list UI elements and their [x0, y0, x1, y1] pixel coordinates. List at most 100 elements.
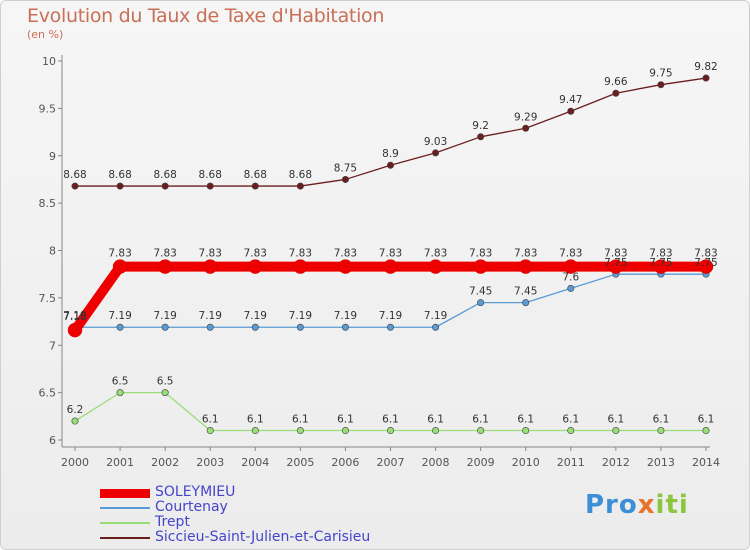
x-tick-label: 2007 [377, 456, 405, 469]
series-point [112, 259, 128, 274]
series-point [657, 81, 665, 89]
series-point [116, 182, 124, 190]
data-label: 7.83 [514, 248, 537, 260]
data-label: 7.19 [199, 310, 222, 322]
proxiti-logo: Proxiti [585, 490, 689, 520]
data-label: 7.83 [694, 248, 717, 260]
y-tick-label: 10 [42, 55, 56, 68]
x-tick-label: 2004 [241, 456, 269, 469]
series-point [473, 259, 488, 274]
data-label: 7.6 [562, 271, 579, 283]
data-label: 7.83 [244, 248, 267, 260]
data-label: 7.83 [469, 248, 492, 260]
legend-swatch [100, 537, 150, 539]
y-tick-label: 6.5 [39, 387, 57, 400]
data-label: 8.68 [289, 169, 312, 181]
data-label: 8.68 [63, 169, 86, 181]
series-point [206, 182, 214, 190]
y-tick-label: 8.5 [39, 197, 57, 210]
series-point [71, 182, 79, 190]
series-point [341, 323, 349, 331]
series-point [67, 322, 83, 338]
series-point [206, 323, 214, 331]
series-point [338, 259, 353, 274]
data-label: 7.83 [289, 248, 312, 260]
data-label: 6.1 [292, 414, 309, 426]
y-tick-label: 8 [49, 245, 56, 258]
legend-swatch [100, 507, 150, 509]
series-point [657, 427, 665, 435]
y-tick-label: 7 [49, 339, 56, 352]
series-point [608, 259, 624, 274]
series-point [522, 299, 530, 307]
series-point [251, 182, 259, 190]
data-label: 6.2 [67, 404, 84, 416]
data-label: 9.75 [649, 68, 672, 80]
x-tick-label: 2010 [512, 456, 540, 469]
series-point [341, 427, 349, 435]
series-point [432, 427, 440, 435]
series-point [71, 417, 79, 425]
data-label: 7.83 [153, 248, 176, 260]
series-point [653, 259, 669, 274]
series-point [386, 323, 394, 331]
data-label: 9.03 [424, 136, 447, 148]
x-tick-label: 2013 [647, 456, 675, 469]
series-point [386, 161, 394, 169]
series-point [518, 259, 533, 274]
data-label: 6.1 [562, 414, 579, 426]
data-label: 8.68 [153, 169, 176, 181]
data-label: 7.83 [424, 248, 447, 260]
series-point [161, 323, 169, 331]
x-tick-label: 2008 [422, 456, 450, 469]
series-point [567, 427, 575, 435]
series-point [296, 323, 304, 331]
data-label: 6.1 [202, 414, 219, 426]
data-label: 9.29 [514, 111, 537, 123]
legend-swatch [100, 522, 150, 524]
series-point [296, 427, 304, 435]
x-tick-label: 2012 [602, 456, 630, 469]
x-tick-label: 2009 [467, 456, 495, 469]
series-point [698, 259, 714, 274]
data-label: 7.19 [63, 310, 86, 322]
data-label: 7.83 [649, 248, 672, 260]
data-label: 6.1 [472, 414, 489, 426]
series-point [563, 259, 579, 274]
data-label: 9.82 [694, 61, 717, 73]
series-point [161, 389, 169, 397]
data-label: 7.83 [559, 248, 582, 260]
data-label: 7.75 [604, 257, 627, 269]
data-label: 7.16 [63, 311, 87, 323]
series-point [612, 427, 620, 435]
series-point [477, 299, 485, 307]
series-point [206, 427, 214, 435]
data-label: 7.75 [649, 257, 672, 269]
data-label: 7.19 [334, 310, 357, 322]
data-label: 6.5 [157, 376, 174, 388]
data-label: 7.83 [199, 248, 222, 260]
series-point [296, 182, 304, 190]
y-tick-label: 6 [49, 434, 56, 447]
data-label: 7.45 [514, 286, 537, 298]
series-point [116, 389, 124, 397]
series-point [567, 107, 575, 115]
legend-label: Siccieu-Saint-Julien-et-Carisieu [155, 529, 371, 545]
data-label: 6.1 [517, 414, 534, 426]
data-label: 7.19 [424, 310, 447, 322]
legend-label: Courtenay [155, 499, 228, 515]
series-point [432, 149, 440, 157]
data-label: 7.83 [108, 248, 131, 260]
series-point [567, 284, 575, 292]
data-label: 8.68 [244, 169, 267, 181]
series-point [522, 124, 530, 132]
data-label: 8.68 [199, 169, 222, 181]
series-point [432, 323, 440, 331]
series-point [477, 427, 485, 435]
series-point [116, 323, 124, 331]
legend-swatch [100, 489, 150, 498]
data-label: 6.1 [382, 414, 399, 426]
data-label: 8.68 [108, 169, 131, 181]
series-point [161, 182, 169, 190]
